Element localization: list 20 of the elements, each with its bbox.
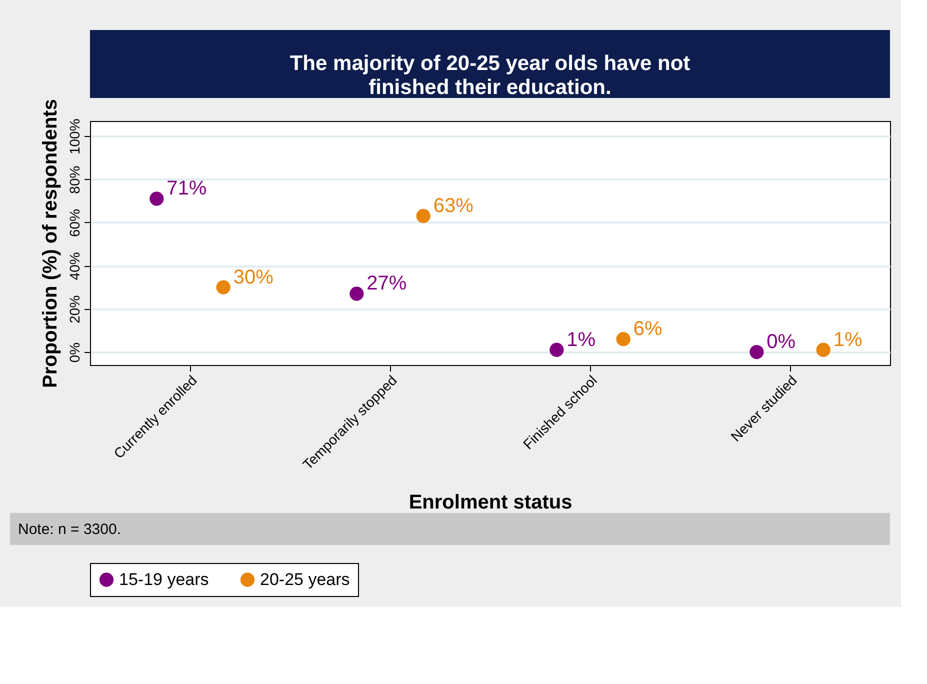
data-label: 27% xyxy=(366,272,407,295)
x-axis-title: Enrolment status xyxy=(408,492,572,514)
data-label: 30% xyxy=(233,266,274,288)
data-label: 71% xyxy=(166,178,207,200)
data-label: 63% xyxy=(433,195,474,218)
y-tick-label: 60% xyxy=(66,208,82,237)
y-tick-label: 80% xyxy=(66,166,82,194)
chart-title: The majority of 20-25 year olds have not finished their education. xyxy=(290,52,690,99)
data-label: 1% xyxy=(833,328,862,351)
legend-label: 20-25 years xyxy=(260,570,350,589)
data-label: 6% xyxy=(633,318,662,340)
text: Note: n = 3300. xyxy=(18,521,121,538)
legend-label: 15-19 years xyxy=(119,570,209,589)
data-label: 1% xyxy=(566,328,596,351)
y-tick-label: 100% xyxy=(66,118,82,155)
y-tick-label: 0% xyxy=(66,342,82,363)
y-axis-title: Proportion (%) of respondents xyxy=(40,99,62,388)
y-tick-label: 20% xyxy=(66,295,82,324)
data-label: 0% xyxy=(766,331,796,354)
y-tick-label: 40% xyxy=(66,252,82,280)
